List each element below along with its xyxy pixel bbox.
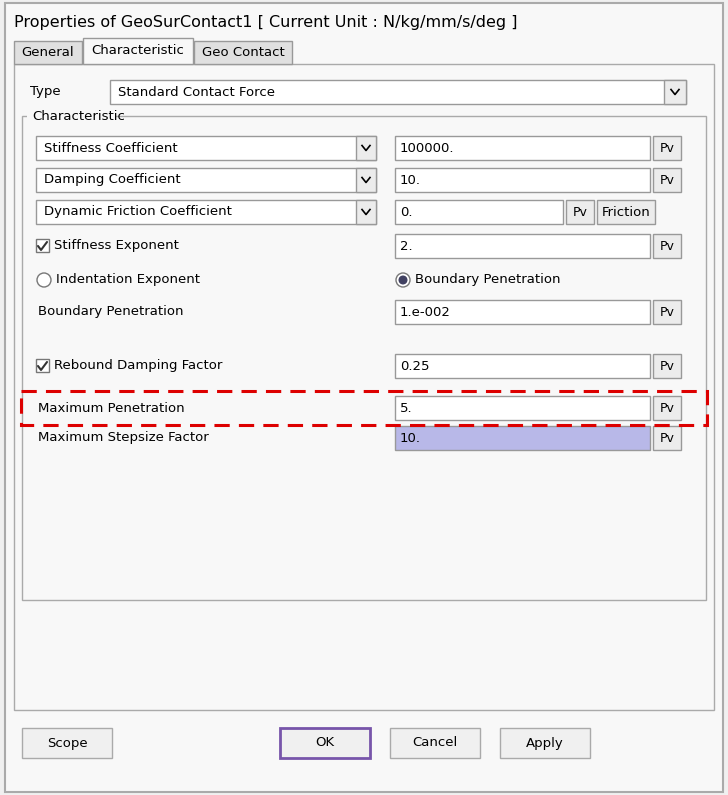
Bar <box>83 38 193 64</box>
Text: Pv: Pv <box>572 205 587 219</box>
Bar <box>36 239 49 252</box>
Bar <box>36 200 376 224</box>
Bar <box>566 200 594 224</box>
Bar <box>36 168 376 192</box>
Bar <box>110 80 686 104</box>
Bar <box>27 109 115 123</box>
Text: Pv: Pv <box>660 305 674 319</box>
Text: 0.25: 0.25 <box>400 359 430 373</box>
Bar <box>653 168 681 192</box>
Text: OK: OK <box>315 736 335 750</box>
Bar <box>653 396 681 420</box>
Circle shape <box>396 273 410 287</box>
Text: Pv: Pv <box>660 359 674 373</box>
Bar <box>194 41 292 64</box>
Text: 1.e-002: 1.e-002 <box>400 305 451 319</box>
Circle shape <box>37 273 51 287</box>
Bar <box>395 354 650 378</box>
Text: Properties of GeoSurContact1 [ Current Unit : N/kg/mm/s/deg ]: Properties of GeoSurContact1 [ Current U… <box>14 14 518 29</box>
Text: Stiffness Exponent: Stiffness Exponent <box>54 239 179 253</box>
Text: 100000.: 100000. <box>400 142 454 154</box>
Text: Pv: Pv <box>660 173 674 187</box>
Bar <box>653 234 681 258</box>
Text: Dynamic Friction Coefficient: Dynamic Friction Coefficient <box>44 205 232 219</box>
Bar <box>395 168 650 192</box>
Text: 5.: 5. <box>400 401 413 414</box>
Bar <box>395 396 650 420</box>
Text: 0.: 0. <box>400 205 413 219</box>
Text: 2.: 2. <box>400 239 413 253</box>
Bar <box>395 234 650 258</box>
Text: Boundary Penetration: Boundary Penetration <box>38 305 183 319</box>
Text: Type: Type <box>30 86 60 99</box>
Text: Maximum Penetration: Maximum Penetration <box>38 401 185 414</box>
Bar <box>14 64 714 710</box>
Text: Scope: Scope <box>47 736 87 750</box>
Bar <box>36 359 49 372</box>
Bar <box>14 41 82 64</box>
Bar <box>664 80 686 104</box>
Text: Pv: Pv <box>660 239 674 253</box>
Text: Friction: Friction <box>601 205 650 219</box>
Text: Rebound Damping Factor: Rebound Damping Factor <box>54 359 222 373</box>
Text: Standard Contact Force: Standard Contact Force <box>118 86 275 99</box>
Bar <box>395 136 650 160</box>
Bar <box>653 136 681 160</box>
Bar <box>280 728 370 758</box>
Text: Cancel: Cancel <box>412 736 458 750</box>
Bar <box>356 136 376 160</box>
Text: General: General <box>22 46 74 59</box>
Bar <box>21 391 707 425</box>
Bar <box>36 136 376 160</box>
Text: Damping Coefficient: Damping Coefficient <box>44 173 181 187</box>
Bar <box>22 116 706 600</box>
Circle shape <box>399 276 407 284</box>
Text: Characteristic: Characteristic <box>32 110 125 122</box>
Bar <box>653 426 681 450</box>
Bar <box>356 168 376 192</box>
Bar <box>597 200 655 224</box>
Text: 10.: 10. <box>400 432 421 444</box>
Text: Geo Contact: Geo Contact <box>202 46 285 59</box>
Bar <box>390 728 480 758</box>
Bar <box>356 200 376 224</box>
Text: Boundary Penetration: Boundary Penetration <box>415 273 561 286</box>
Text: Maximum Stepsize Factor: Maximum Stepsize Factor <box>38 432 209 444</box>
Text: Pv: Pv <box>660 401 674 414</box>
Text: Characteristic: Characteristic <box>92 45 184 57</box>
Bar <box>653 354 681 378</box>
Bar <box>395 426 650 450</box>
Text: Pv: Pv <box>660 142 674 154</box>
Text: Pv: Pv <box>660 432 674 444</box>
Bar <box>653 300 681 324</box>
Bar <box>22 728 112 758</box>
Text: 10.: 10. <box>400 173 421 187</box>
Bar <box>395 200 563 224</box>
Text: Stiffness Coefficient: Stiffness Coefficient <box>44 142 178 154</box>
Text: Indentation Exponent: Indentation Exponent <box>56 273 200 286</box>
Bar <box>500 728 590 758</box>
Text: Apply: Apply <box>526 736 564 750</box>
Bar <box>395 300 650 324</box>
